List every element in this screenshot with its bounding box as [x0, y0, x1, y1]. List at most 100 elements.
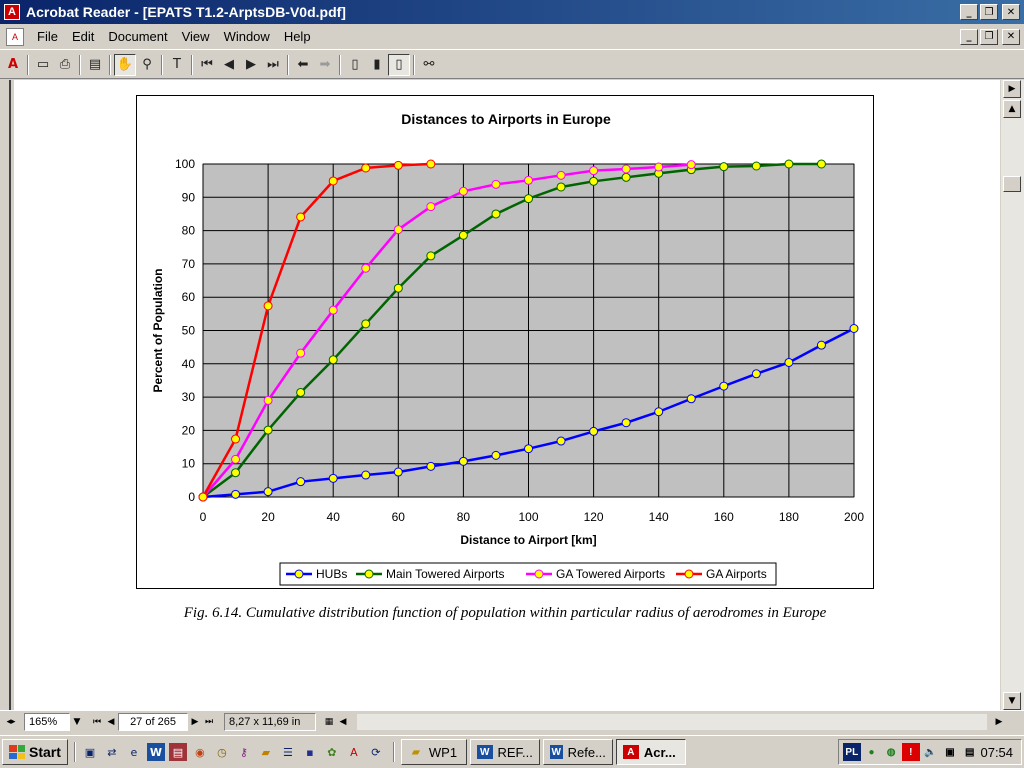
language-indicator[interactable]: PL	[843, 743, 861, 761]
network-status-icon[interactable]: ◍	[886, 746, 896, 758]
doc-minimize-button[interactable]: _	[960, 28, 978, 45]
data-point	[686, 394, 696, 404]
pinboard-icon[interactable]: ✿	[327, 745, 337, 759]
word-icon[interactable]: W	[146, 743, 165, 761]
folder-icon[interactable]: ▰	[261, 745, 271, 759]
scroll-page-up-button[interactable]: ▶	[1003, 80, 1021, 98]
previous-page-icon[interactable]: ◀	[224, 57, 234, 72]
y-axis-label: Percent of Population	[151, 268, 165, 392]
save-icon[interactable]: ▪	[306, 745, 314, 759]
access-icon[interactable]: ▤	[168, 743, 187, 761]
network-icon[interactable]: ⇄	[107, 745, 117, 759]
windows-logo-icon	[9, 745, 25, 759]
find-icon[interactable]: ⚯	[423, 57, 435, 72]
clock-app-icon[interactable]: ◷	[217, 745, 227, 759]
go-back-icon[interactable]: ⬅	[297, 57, 309, 72]
menu-help[interactable]: Help	[283, 29, 311, 44]
data-point	[816, 340, 826, 350]
restore-button[interactable]: ❐	[980, 4, 998, 20]
zoom-field[interactable]: 165%	[24, 712, 70, 731]
x-tick-label: 80	[457, 510, 471, 524]
powerpoint-icon[interactable]: ◉	[195, 745, 205, 759]
contacts-icon[interactable]: ☰	[282, 745, 293, 759]
show-desktop-icon[interactable]: ▣	[84, 745, 96, 759]
actual-size-icon[interactable]: ▯	[351, 57, 359, 72]
clock: 07:54	[980, 744, 1014, 760]
next-page-icon[interactable]: ▶	[191, 716, 199, 727]
tool-icon[interactable]: ⚷	[239, 745, 248, 759]
page-number-field[interactable]: 27 of 265	[118, 712, 188, 731]
scroll-thumb[interactable]	[1003, 176, 1021, 192]
network-connection-icon[interactable]: ▣	[945, 746, 955, 758]
acrobat-icon[interactable]: A	[350, 745, 358, 759]
data-point	[751, 369, 761, 379]
vertical-scrollbar[interactable]: ▶ ▲ ▼	[1000, 80, 1024, 710]
doc-close-button[interactable]: ✕	[1002, 28, 1020, 45]
data-point	[393, 283, 403, 293]
text-select-icon[interactable]: T	[173, 57, 181, 72]
go-forward-icon[interactable]: ➡	[319, 57, 331, 72]
menu-window[interactable]: Window	[223, 29, 270, 44]
previous-page-icon[interactable]: ◀	[107, 716, 115, 727]
internet-explorer-icon[interactable]: e	[130, 745, 138, 759]
data-point	[426, 461, 436, 471]
menu-document[interactable]: Document	[108, 29, 168, 44]
task-wp1[interactable]: ▰ WP1	[400, 739, 467, 765]
task-label: WP1	[428, 744, 458, 760]
toolbar: A ▭ ⎙ ▤ ✋ ⚲ T ⏮ ◀ ▶ ⏭ ⬅ ➡ ▯ ▮ ▯ ⚯	[0, 51, 1024, 79]
start-button[interactable]: Start	[2, 739, 68, 765]
close-button[interactable]: ✕	[1002, 4, 1020, 20]
fit-width-icon[interactable]: ▯	[388, 53, 410, 76]
chart-frame: Distances to Airports in Europe 0 10 20 30 40…	[136, 95, 874, 589]
data-point	[231, 454, 241, 464]
scroll-up-button[interactable]: ▲	[1003, 100, 1021, 118]
open-icon[interactable]: ▭	[36, 57, 50, 72]
document-icon[interactable]: A	[6, 27, 24, 46]
data-point	[589, 166, 599, 176]
scroll-right-icon[interactable]: ▶	[995, 716, 1003, 727]
close-icon: ✕	[1006, 6, 1016, 18]
last-page-icon[interactable]: ⏭	[267, 57, 279, 72]
data-point	[654, 407, 664, 417]
task-ref[interactable]: W REF...	[469, 739, 540, 765]
print-icon[interactable]: ⎙	[59, 57, 71, 72]
first-page-icon[interactable]: ⏮	[92, 716, 102, 727]
acrobat-logo-icon[interactable]: A	[7, 57, 19, 72]
split-arrows-icon[interactable]: ◂▸	[6, 716, 16, 727]
display-icon[interactable]: ▤	[964, 746, 975, 758]
x-tick-label: 0	[200, 510, 207, 524]
first-page-icon[interactable]: ⏮	[201, 57, 213, 72]
data-point	[361, 470, 371, 480]
data-point	[491, 209, 501, 219]
data-point	[621, 164, 631, 174]
next-page-icon[interactable]: ▶	[246, 57, 256, 72]
menu-file[interactable]: File	[37, 29, 58, 44]
hand-tool-icon[interactable]: ✋	[114, 53, 136, 76]
show-navigation-icon[interactable]: ▤	[88, 57, 102, 72]
last-page-icon[interactable]: ⏭	[204, 716, 214, 727]
fit-page-icon[interactable]: ▮	[373, 57, 381, 72]
antivirus-icon[interactable]: ●	[868, 746, 875, 758]
data-point	[686, 160, 696, 170]
minimize-button[interactable]: _	[960, 4, 978, 20]
update-icon[interactable]: ⟳	[371, 745, 381, 759]
acrobat-icon[interactable]: A	[4, 4, 20, 20]
task-acrobat[interactable]: A Acr...	[615, 739, 686, 765]
doc-restore-button[interactable]: ❐	[980, 28, 998, 45]
horizontal-scrollbar[interactable]	[356, 712, 988, 731]
data-point	[231, 489, 241, 499]
menu-view[interactable]: View	[181, 29, 210, 44]
scroll-down-button[interactable]: ▼	[1003, 692, 1021, 710]
page-layout-icon[interactable]: ▦	[324, 716, 334, 727]
data-point	[263, 395, 273, 405]
data-point	[524, 194, 533, 204]
restore-icon: ❐	[984, 6, 994, 18]
scroll-left-icon[interactable]: ◀	[339, 716, 347, 727]
menu-edit[interactable]: Edit	[71, 29, 95, 44]
zoom-tool-icon[interactable]: ⚲	[142, 57, 152, 72]
zoom-dropdown-icon[interactable]: ▼	[73, 716, 81, 727]
task-refe[interactable]: W Refe...	[542, 739, 613, 765]
volume-icon[interactable]: 🔈	[924, 746, 937, 758]
alert-icon[interactable]: !	[901, 743, 920, 761]
window-titlebar[interactable]: A Acrobat Reader - [EPATS T1.2-ArptsDB-V…	[0, 0, 1024, 24]
